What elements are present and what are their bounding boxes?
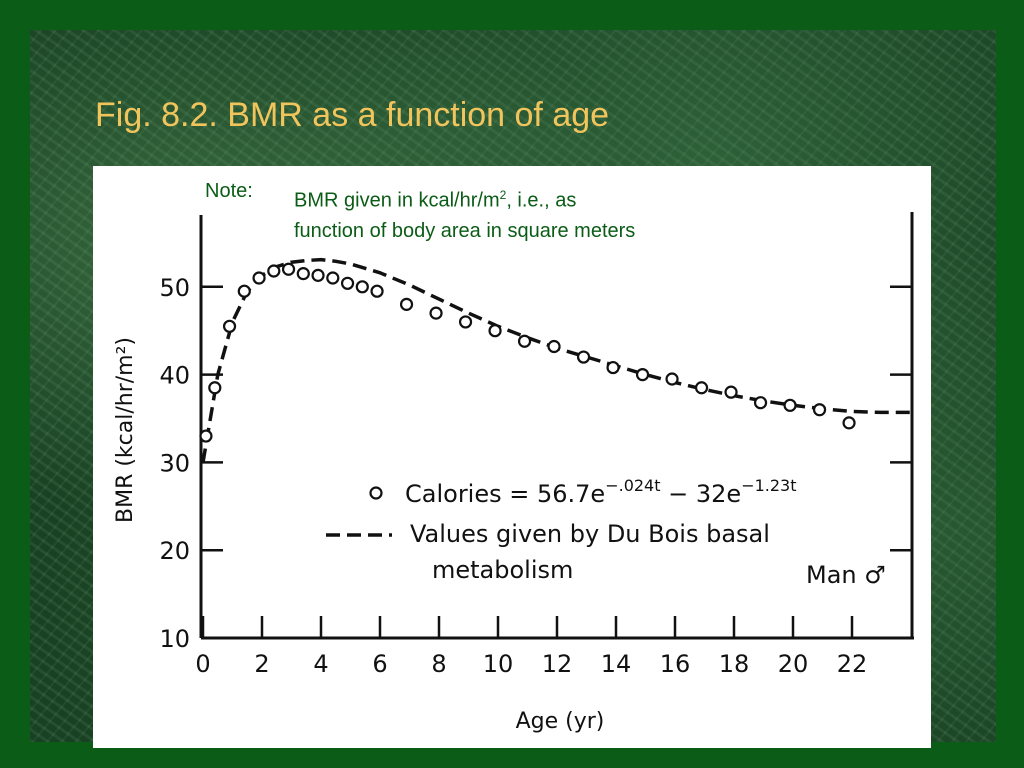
x-tick-label-20: 20	[778, 650, 809, 678]
calorie-point-9	[326, 271, 340, 285]
note-text: BMR given in kcal/hr/m2, i.e., as functi…	[294, 180, 635, 246]
note-line1-post: , i.e., as	[506, 189, 577, 212]
calorie-point-5	[267, 264, 281, 278]
calorie-point-17	[517, 334, 532, 348]
calorie-point-23	[694, 381, 709, 395]
calorie-point-21	[635, 368, 650, 382]
note-line-2: function of body area in square meters	[294, 219, 636, 242]
legend-circle-marker	[369, 486, 383, 500]
x-tick-label-6: 6	[372, 650, 387, 678]
figure-panel	[93, 166, 931, 748]
x-tick-label-0: 0	[195, 650, 210, 678]
calorie-point-19	[576, 350, 591, 364]
calorie-point-26	[783, 398, 797, 412]
y-tick-label-40: 40	[159, 362, 190, 390]
calorie-point-8	[311, 268, 325, 282]
calorie-point-14	[429, 306, 443, 320]
calorie-point-13	[399, 297, 414, 311]
calorie-point-24	[724, 385, 738, 399]
calorie-point-25	[753, 396, 768, 410]
y-tick-label-10: 10	[159, 625, 190, 653]
calorie-point-11	[355, 280, 369, 294]
calorie-point-22	[665, 372, 679, 386]
calorie-point-7	[296, 267, 310, 281]
legend-dashed-label-1: Values given by Du Bois basal	[410, 520, 770, 548]
x-axis-label: Age (yr)	[516, 709, 605, 734]
slide-title: Fig. 8.2. BMR as a function of age	[95, 96, 610, 134]
chart-legend: Calories = 56.7e−.024t − 32e−1.23t Value…	[326, 476, 797, 584]
note-line1-pre: BMR given in kcal/hr/m	[294, 189, 500, 212]
x-tick-label-16: 16	[660, 650, 691, 678]
calorie-point-6	[281, 262, 296, 276]
note-line-1: BMR given in kcal/hr/m2, i.e., as	[294, 180, 635, 216]
tick-group: 0 2 4 6 8 10 12 14 16 18 20 22 10 20 30 40 50	[159, 274, 912, 678]
x-tick-label-12: 12	[542, 650, 573, 678]
legend-formula-main: Calories = 56.7e	[405, 480, 605, 508]
note-line1-sup: 2	[499, 188, 507, 202]
legend-formula: Calories = 56.7e−.024t − 32e−1.23t	[405, 476, 797, 508]
legend-formula-exp2: −1.23t	[741, 476, 796, 495]
x-tick-label-4: 4	[313, 650, 328, 678]
x-tick-label-2: 2	[254, 650, 269, 678]
calorie-point-15	[458, 315, 473, 329]
x-tick-label-18: 18	[719, 650, 750, 678]
x-tick-label-14: 14	[601, 650, 632, 678]
calorie-point-18	[547, 339, 561, 354]
y-tick-label-30: 30	[159, 449, 190, 477]
data-marks	[199, 257, 911, 463]
calorie-point-20	[606, 360, 620, 375]
calorie-point-10	[340, 276, 355, 290]
y-tick-label-20: 20	[159, 537, 190, 565]
x-tick-label-22: 22	[837, 650, 868, 678]
calorie-point-12	[370, 284, 384, 298]
y-tick-label-50: 50	[159, 274, 190, 302]
calorie-point-1	[208, 381, 222, 395]
du-bois-dashed-line	[201, 257, 911, 463]
calorie-point-0	[199, 429, 213, 443]
y-axis-label: BMR (kcal/hr/m²)	[113, 337, 138, 523]
x-tick-label-10: 10	[483, 650, 514, 678]
calorie-point-2	[222, 319, 237, 333]
x-tick-label-8: 8	[431, 650, 446, 678]
note-label: Note:	[205, 180, 253, 202]
calorie-point-27	[812, 403, 827, 417]
legend-dashed-label-2: metabolism	[432, 556, 573, 584]
calorie-point-16	[488, 324, 502, 338]
man-annotation: Man ♂	[806, 561, 886, 589]
calorie-point-28	[842, 416, 856, 430]
calorie-point-4	[252, 271, 266, 285]
legend-formula-minus: − 32e	[661, 480, 742, 508]
legend-formula-exp1: −.024t	[605, 476, 660, 495]
calorie-point-3	[237, 284, 251, 298]
